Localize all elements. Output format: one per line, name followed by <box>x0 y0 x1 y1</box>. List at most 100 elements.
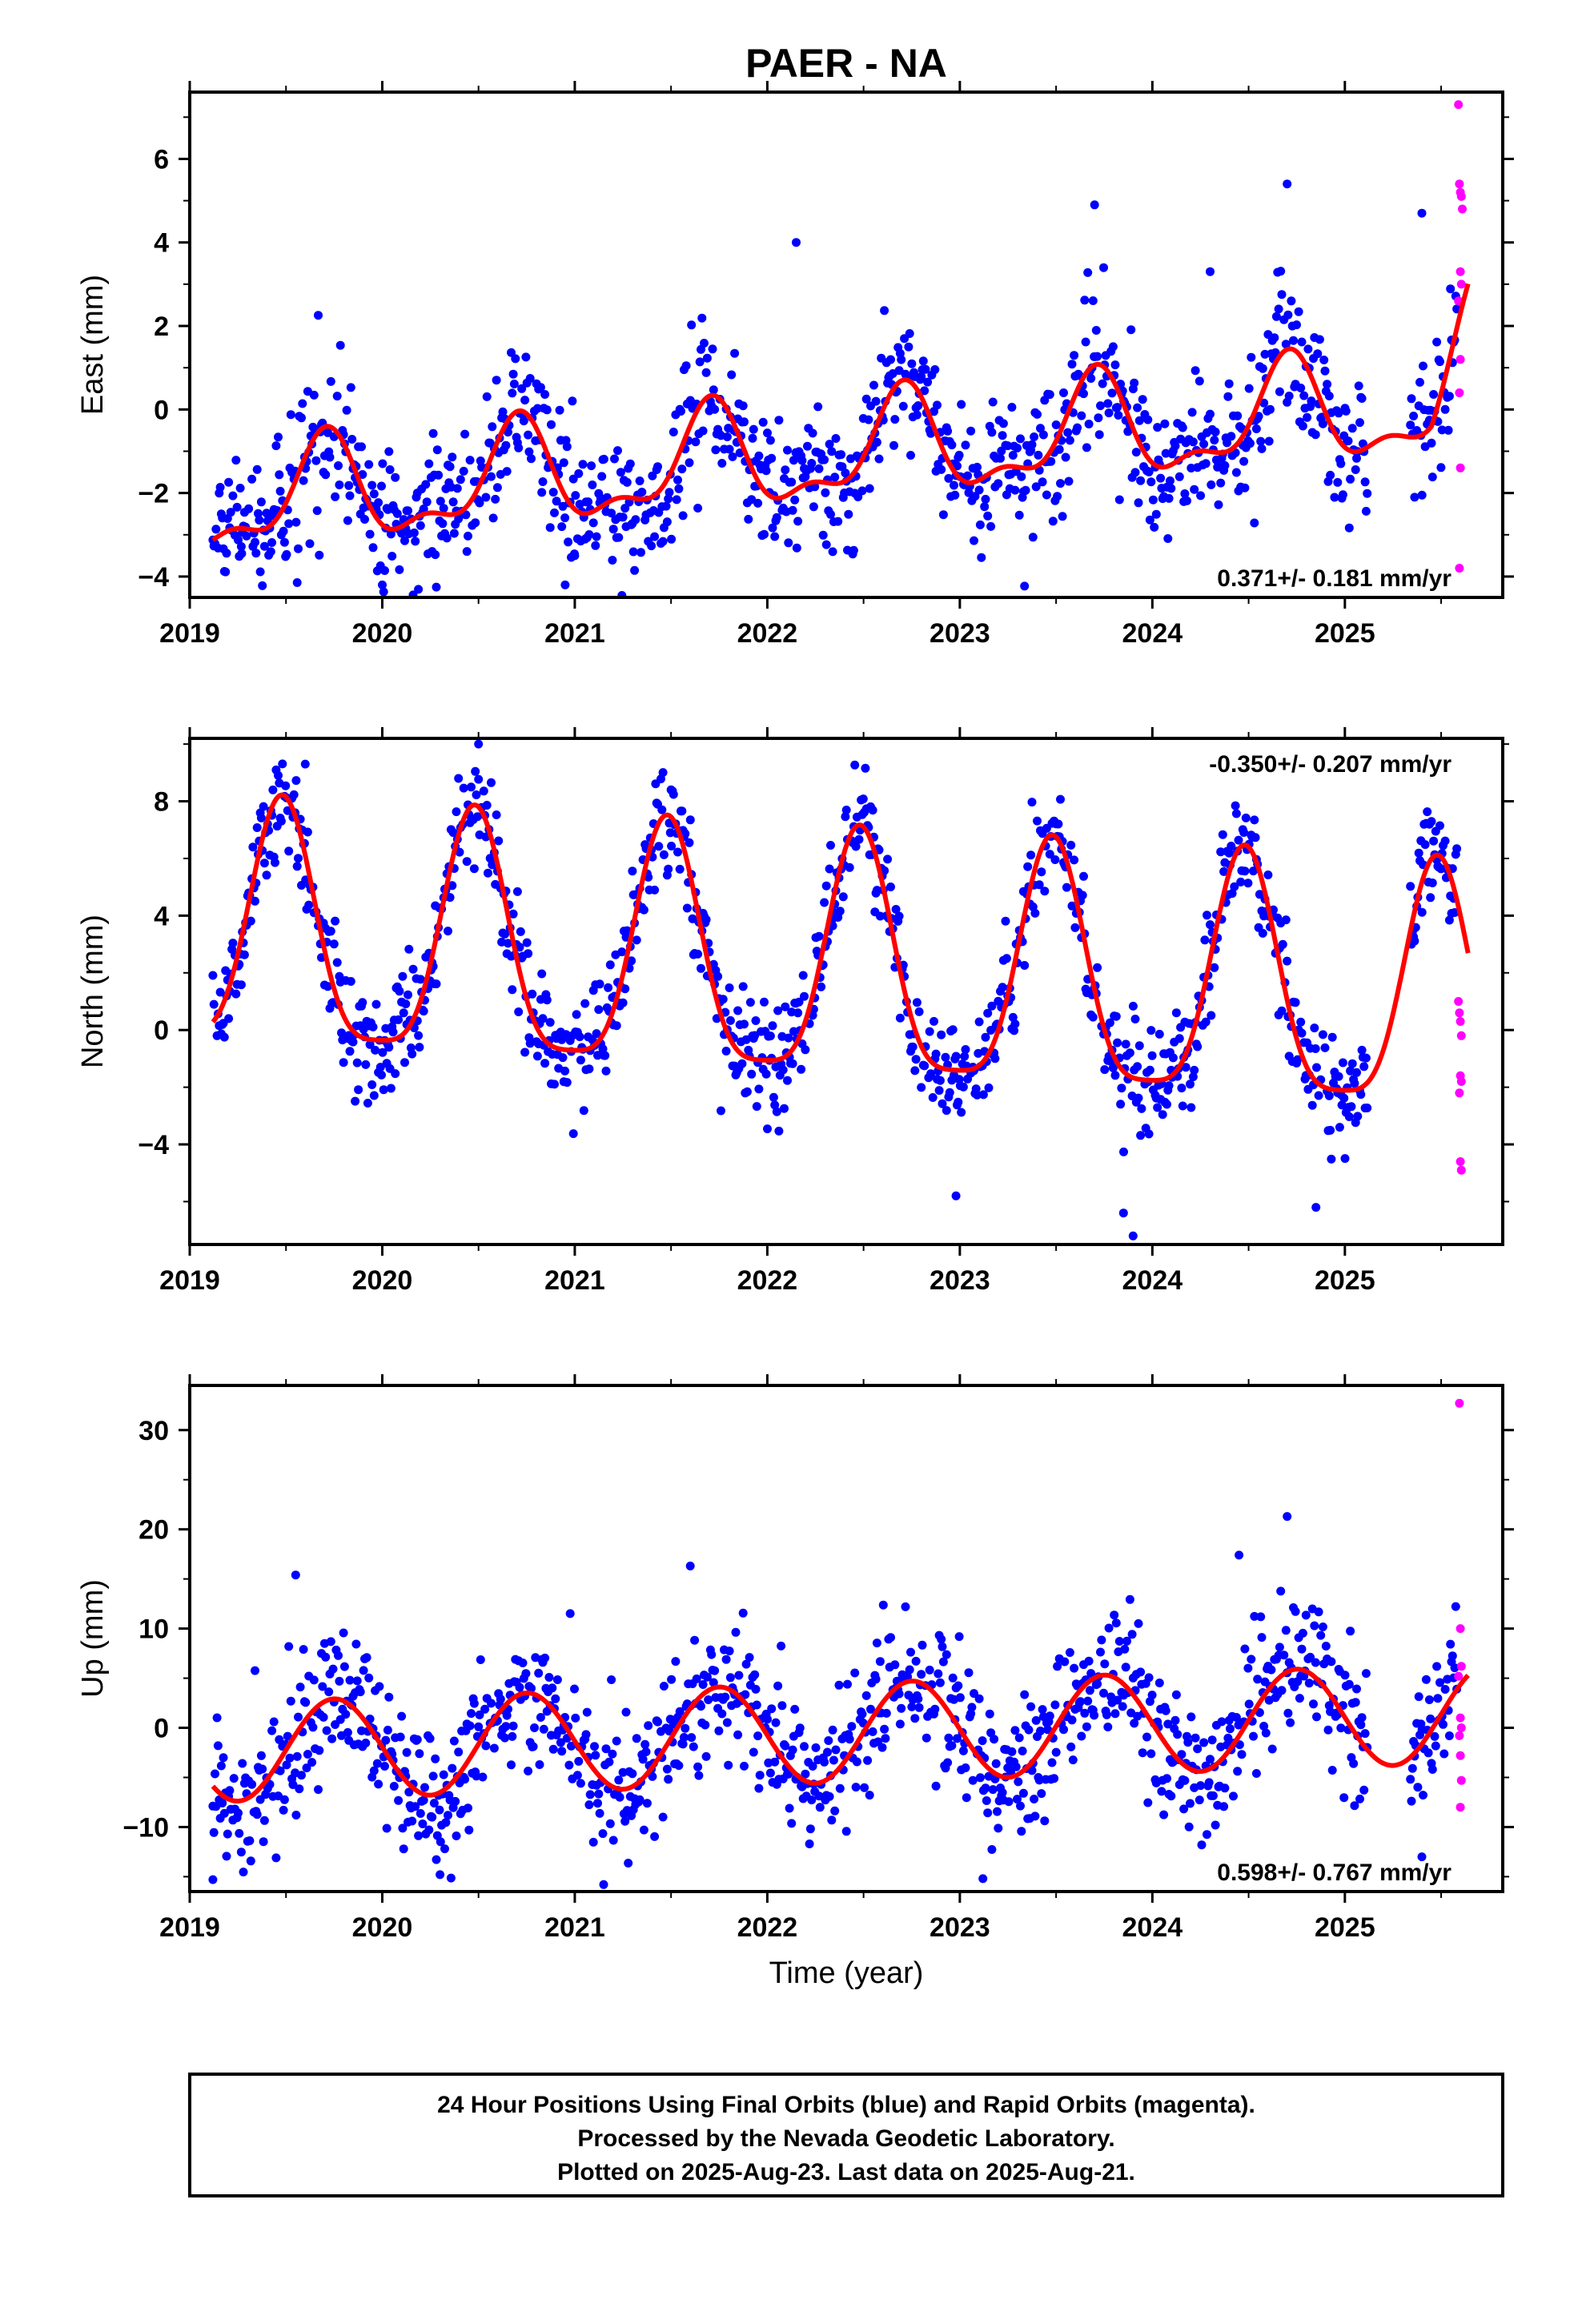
up-final-point <box>446 1873 456 1883</box>
footer-frame <box>188 2073 1504 2197</box>
up-final-point <box>614 1775 624 1785</box>
north-final-point <box>512 887 522 896</box>
north-final-point <box>568 1129 578 1139</box>
up-final-point <box>753 1731 763 1741</box>
north-final-point <box>1062 883 1071 892</box>
up-final-point <box>564 1760 574 1770</box>
up-final-point <box>1010 1726 1020 1735</box>
east-final-point <box>710 404 720 414</box>
east-final-point <box>631 515 640 525</box>
north-final-point <box>981 1032 990 1042</box>
up-final-point <box>785 1803 794 1813</box>
north-final-point <box>256 813 266 822</box>
north-final-point <box>419 1007 428 1016</box>
up-final-point <box>295 1784 304 1794</box>
east-final-point <box>1357 394 1367 403</box>
north-final-point <box>665 828 675 838</box>
up-final-point <box>1173 1730 1182 1739</box>
north-final-point <box>278 759 287 769</box>
east-final-point <box>970 536 978 545</box>
east-final-point <box>374 498 383 508</box>
up-rapid-point <box>1455 1398 1464 1408</box>
east-final-point <box>511 354 520 364</box>
north-final-point <box>925 1027 934 1036</box>
north-final-point <box>1352 1068 1361 1077</box>
east-final-point <box>252 464 262 474</box>
north-final-point <box>1050 855 1060 864</box>
east-final-point <box>826 509 835 519</box>
north-final-point <box>1108 1063 1118 1072</box>
up-final-point <box>415 1749 424 1759</box>
north-final-point <box>1207 1011 1216 1020</box>
east-final-point <box>890 415 900 424</box>
north-final-point <box>445 893 455 903</box>
up-final-point <box>958 1746 968 1755</box>
east-final-point <box>1275 387 1284 396</box>
up-final-point <box>256 1751 266 1760</box>
up-final-point <box>628 1769 637 1779</box>
up-final-point <box>701 1751 711 1761</box>
north-final-point <box>934 1086 944 1096</box>
north-final-point <box>639 905 648 915</box>
north-final-point <box>224 1014 234 1023</box>
up-final-point <box>1114 1637 1124 1646</box>
north-final-point <box>1067 901 1077 911</box>
north-final-point <box>1147 1051 1157 1060</box>
east-final-point <box>1246 439 1255 448</box>
up-final-point <box>584 1800 594 1810</box>
up-final-point <box>1435 1678 1444 1687</box>
north-final-point <box>1277 1006 1287 1015</box>
east-final-point <box>1271 348 1280 357</box>
up-final-point <box>664 1775 673 1784</box>
up-final-point <box>269 1717 279 1727</box>
east-final-point <box>1130 378 1139 388</box>
up-final-point <box>851 1783 861 1792</box>
up-final-point <box>1450 1663 1460 1673</box>
east-final-point <box>983 511 993 521</box>
east-final-point <box>1250 518 1259 528</box>
north-final-point <box>1243 879 1253 888</box>
north-final-point <box>384 1043 394 1052</box>
east-rapid-point <box>1456 191 1466 201</box>
up-final-point <box>334 1651 343 1660</box>
up-final-point <box>1191 1733 1200 1743</box>
east-final-point <box>557 522 567 532</box>
east-final-point <box>1138 395 1147 404</box>
east-final-point <box>568 474 578 484</box>
north-final-point <box>1326 1125 1335 1135</box>
north-final-point <box>1234 835 1243 845</box>
up-final-point <box>1267 1744 1277 1754</box>
up-final-point <box>917 1640 927 1650</box>
east-final-point <box>774 416 784 425</box>
north-final-point <box>1020 961 1030 970</box>
up-final-point <box>823 1747 832 1757</box>
north-final-point <box>740 1019 749 1029</box>
north-final-point <box>504 939 512 948</box>
up-final-point <box>925 1665 934 1675</box>
north-final-point <box>479 786 488 796</box>
north-final-point <box>1361 1053 1371 1063</box>
east-final-point <box>1429 390 1439 399</box>
east-final-point <box>748 433 757 443</box>
up-final-point <box>299 1645 308 1655</box>
up-final-point <box>1051 1747 1061 1757</box>
up-final-point <box>238 1759 247 1768</box>
up-final-point <box>451 1796 460 1806</box>
up-final-point <box>1318 1622 1327 1631</box>
up-final-point <box>218 1799 227 1807</box>
up-final-point <box>653 1717 662 1727</box>
up-y-tick-label: 30 <box>139 1416 169 1446</box>
north-final-point <box>788 1059 797 1068</box>
north-final-point <box>978 1090 988 1100</box>
up-final-point <box>934 1669 943 1679</box>
up-final-point <box>1138 1748 1147 1758</box>
x-axis-label: Time (year) <box>769 1956 924 1990</box>
east-outlier-point <box>560 580 570 589</box>
up-final-point <box>1104 1623 1114 1633</box>
north-final-point <box>854 834 864 844</box>
north-final-point <box>801 1045 810 1055</box>
up-final-point <box>548 1744 558 1754</box>
east-final-point <box>673 475 682 485</box>
up-final-point <box>439 1770 448 1779</box>
